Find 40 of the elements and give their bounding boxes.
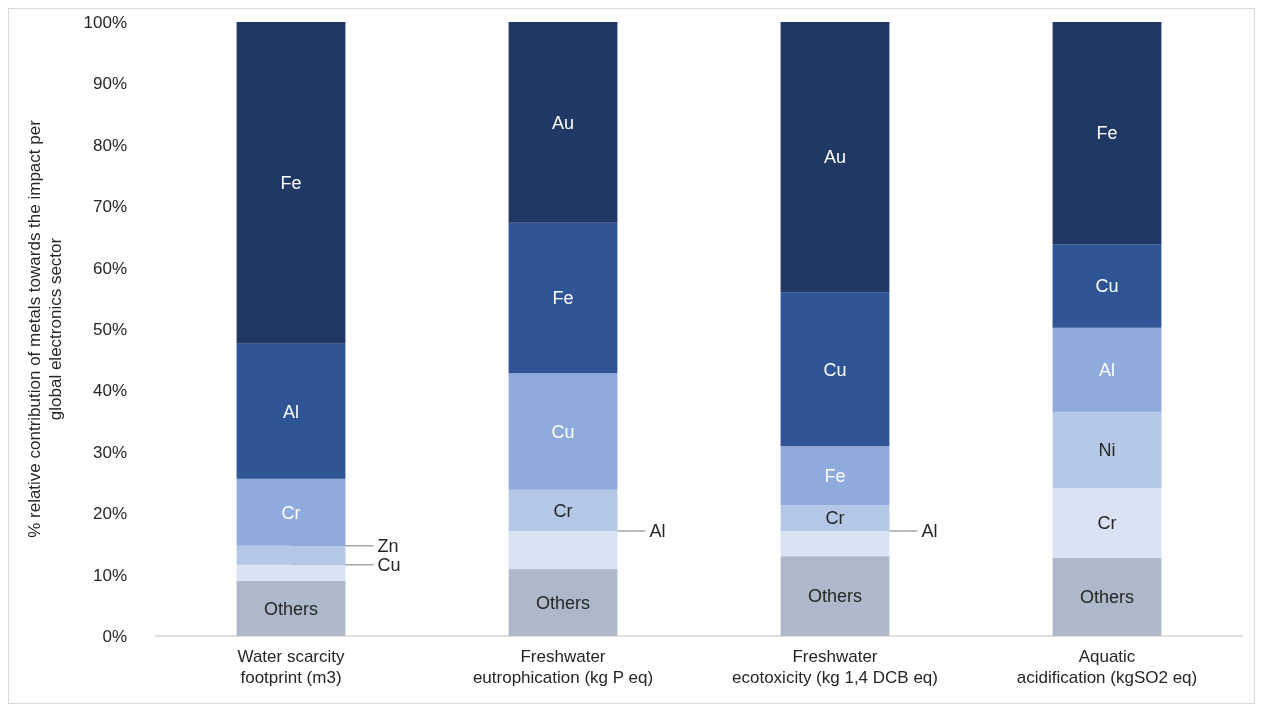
data-label: Cu <box>551 421 575 442</box>
data-label: Cu <box>1095 276 1119 297</box>
data-label: Cr <box>1097 513 1117 534</box>
data-label: Au <box>823 147 847 168</box>
y-tick-label: 50% <box>92 319 127 339</box>
annotation: Zn <box>377 536 399 557</box>
x-tick-label: Aquatic acidification (kgSO2 eq) <box>1016 647 1198 687</box>
annotation: Al <box>649 521 666 542</box>
data-label: Fe <box>552 288 574 309</box>
y-tick-label: 70% <box>92 197 127 217</box>
y-tick-label: 40% <box>92 381 127 401</box>
data-label: Others <box>1079 587 1135 608</box>
x-tick-label: Water scarcity footprint (m3) <box>237 647 346 687</box>
data-label: Au <box>551 112 575 133</box>
data-label: Cr <box>281 502 301 523</box>
y-tick-label: 0% <box>102 626 127 646</box>
x-tick-label: Freshwater ecotoxicity (kg 1,4 DCB eq) <box>732 647 938 687</box>
data-label: Others <box>263 598 319 619</box>
y-tick-label: 100% <box>83 12 127 32</box>
data-label: Al <box>1098 360 1116 381</box>
y-tick-label: 60% <box>92 258 127 278</box>
data-label: Others <box>535 592 591 613</box>
y-tick-label: 90% <box>92 74 127 94</box>
y-tick-label: 20% <box>92 504 127 524</box>
data-label: Fe <box>1096 123 1118 144</box>
data-label: Cu <box>823 359 847 380</box>
data-label: Others <box>807 586 863 607</box>
annotation: Al <box>921 521 938 542</box>
data-label: Cr <box>825 508 845 529</box>
annotation: Cu <box>377 555 401 576</box>
data-label: Al <box>282 401 300 422</box>
data-label: Fe <box>280 173 302 194</box>
y-axis-title: % relative contribution of metals towards the impact per global electronics sector <box>24 119 65 538</box>
y-tick-label: 80% <box>92 135 127 155</box>
y-tick-label: 30% <box>92 442 127 462</box>
x-tick-label: Freshwater eutrophication (kg P eq) <box>472 647 654 687</box>
data-label: Cr <box>553 500 573 521</box>
data-label: Fe <box>824 466 846 487</box>
data-label: Ni <box>1098 440 1116 461</box>
y-tick-label: 10% <box>92 565 127 585</box>
